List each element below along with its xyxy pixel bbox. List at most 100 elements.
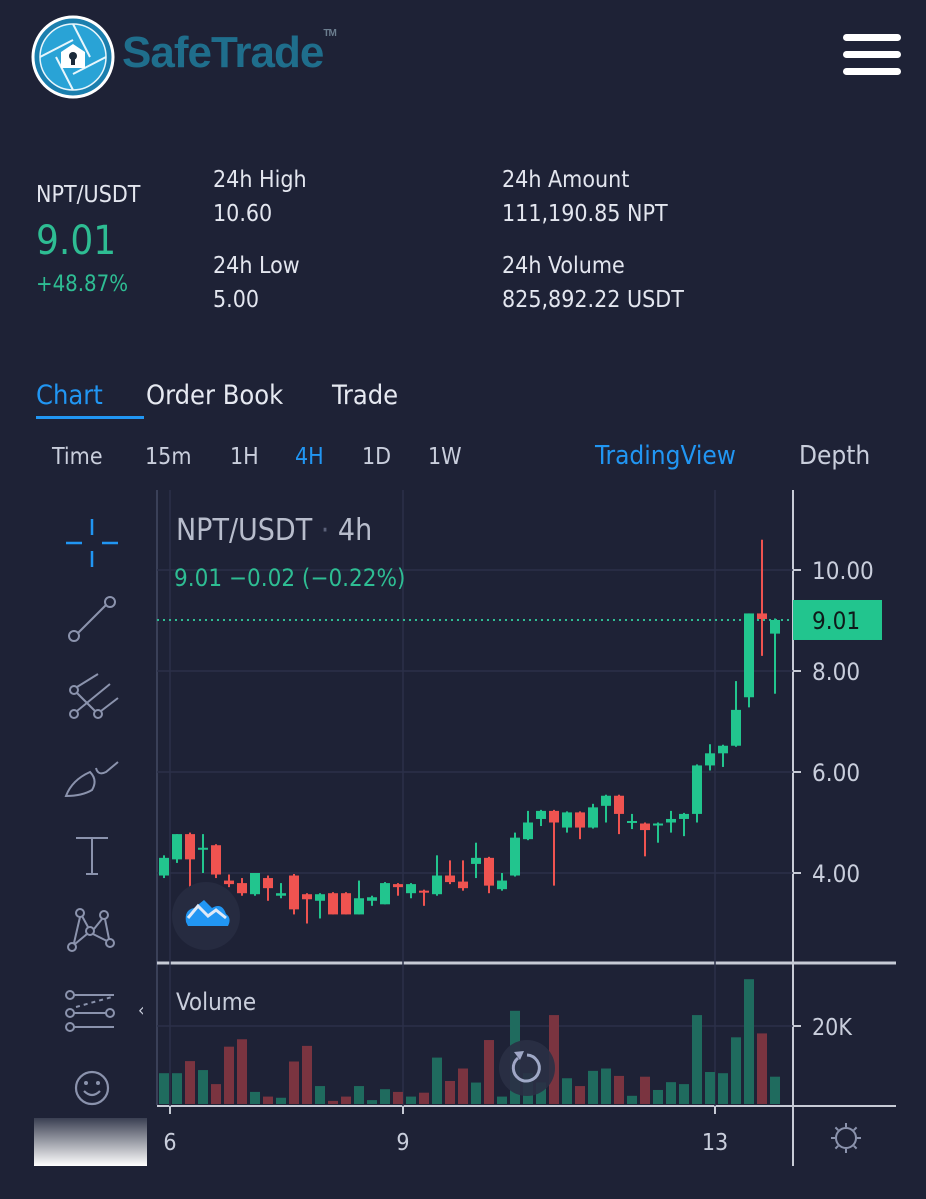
volume-bar [679, 1084, 689, 1104]
volume-bar [770, 1076, 780, 1104]
volume-bar [198, 1070, 208, 1104]
candle-body [263, 878, 273, 889]
candle-body [419, 890, 429, 893]
volume-bar [718, 1073, 728, 1104]
volume-bar [588, 1070, 598, 1104]
candle-body [367, 897, 377, 901]
candle-body [250, 873, 260, 895]
last-price-badge [793, 599, 882, 640]
candle-body [432, 875, 442, 895]
timeframe-1w[interactable]: 1W [428, 444, 462, 470]
price-chart[interactable]: 10.00 8.00 6.00 4.00 6 9 13 20K 9.01 NPT/USDT · 4… [0, 490, 926, 1170]
timeframe-15m[interactable]: 15m [145, 444, 192, 470]
candle-body [354, 898, 364, 915]
volume-bar [159, 1073, 169, 1104]
volume-bar [341, 1096, 351, 1104]
candle-body [757, 613, 767, 619]
candle-body [575, 812, 585, 828]
volume-bar [328, 1100, 338, 1104]
tradingview-view-button[interactable]: TradingView [595, 441, 736, 471]
volume-bar [497, 1096, 507, 1104]
time-tick-label: 9 [396, 1130, 409, 1156]
volume-bar [744, 979, 754, 1104]
candle-body [653, 823, 663, 826]
text-icon[interactable] [62, 828, 122, 884]
volume-bar [380, 1089, 390, 1104]
candle-body [406, 884, 416, 894]
candle-body [627, 820, 637, 823]
safetrade-logo-icon[interactable] [30, 14, 116, 100]
candle-body [497, 880, 507, 890]
volume-bar [601, 1068, 611, 1104]
tab-chart[interactable]: Chart [36, 380, 103, 411]
candle-body [276, 893, 286, 896]
candle-body [549, 810, 559, 823]
candle-body [614, 795, 624, 814]
timeframe-4h[interactable]: 4H [295, 444, 324, 470]
crosshair-icon[interactable] [62, 515, 122, 571]
volume-bar [549, 1015, 559, 1104]
candle-body [224, 880, 234, 885]
brand-name: SafeTradeTM [122, 28, 337, 77]
volume-bar [185, 1061, 195, 1104]
high-label: 24h High [213, 167, 307, 193]
active-tab-indicator [36, 416, 144, 419]
candle-body [679, 813, 689, 819]
candle-body [328, 893, 338, 915]
candle-body [315, 894, 325, 901]
candle-body [666, 818, 676, 823]
volume-bar [562, 1078, 572, 1104]
volume-bar [445, 1080, 455, 1104]
price-tick-label: 10.00 [812, 557, 874, 585]
timeframe-time[interactable]: Time [52, 444, 103, 470]
price-tick-label: 4.00 [812, 860, 860, 888]
volume-bar [419, 1092, 429, 1104]
time-tick-label: 13 [702, 1130, 728, 1156]
low-label: 24h Low [213, 253, 300, 279]
candle-body [744, 613, 754, 698]
candle-body [380, 883, 390, 905]
volume-bar [757, 1033, 767, 1104]
volume-bar [731, 1037, 741, 1104]
candle-body [510, 837, 520, 876]
candle-body [523, 822, 533, 840]
timeframe-1d[interactable]: 1D [362, 444, 392, 470]
volume-bar [627, 1095, 637, 1104]
volume-bar [692, 1015, 702, 1104]
candle-body [471, 857, 481, 864]
pair-name: NPT/USDT [36, 182, 141, 208]
prediction-icon[interactable] [62, 985, 122, 1041]
tab-trade[interactable]: Trade [332, 380, 399, 411]
hamburger-menu-icon[interactable] [843, 34, 901, 76]
collapse-toolbar-icon[interactable]: ‹ [138, 1000, 145, 1021]
tab-order-book[interactable]: Order Book [146, 380, 284, 411]
brush-icon[interactable] [62, 750, 122, 806]
volume-bar [575, 1086, 585, 1104]
emoji-icon[interactable] [62, 1060, 122, 1116]
volume-bar [315, 1086, 325, 1104]
candle-body [302, 894, 312, 900]
volume-tick-label: 20K [812, 1015, 852, 1041]
candle-body [562, 812, 572, 828]
depth-view-button[interactable]: Depth [799, 441, 871, 471]
price-tick-label: 6.00 [812, 759, 860, 787]
pitchfork-icon[interactable] [62, 672, 122, 728]
settings-gear-icon[interactable] [831, 1123, 861, 1153]
trend-line-icon[interactable] [62, 592, 122, 648]
time-tick-label: 6 [163, 1130, 176, 1156]
reset-chart-button [499, 1040, 555, 1096]
volume-bar [263, 1096, 273, 1104]
candle-body [484, 857, 494, 886]
price-tick-label: 8.00 [812, 658, 860, 686]
timeframe-1h[interactable]: 1H [230, 444, 259, 470]
volume-bar [406, 1096, 416, 1104]
volume-bar [276, 1097, 286, 1104]
candle-body [393, 884, 403, 888]
volume-bar [653, 1089, 663, 1104]
volume-bar [289, 1061, 299, 1104]
candle-body [731, 709, 741, 746]
tradingview-wave-icon [186, 903, 227, 920]
pattern-icon[interactable] [62, 905, 122, 961]
volume-label: 24h Volume [502, 253, 625, 279]
amount-value: 111,190.85 NPT [502, 201, 668, 227]
